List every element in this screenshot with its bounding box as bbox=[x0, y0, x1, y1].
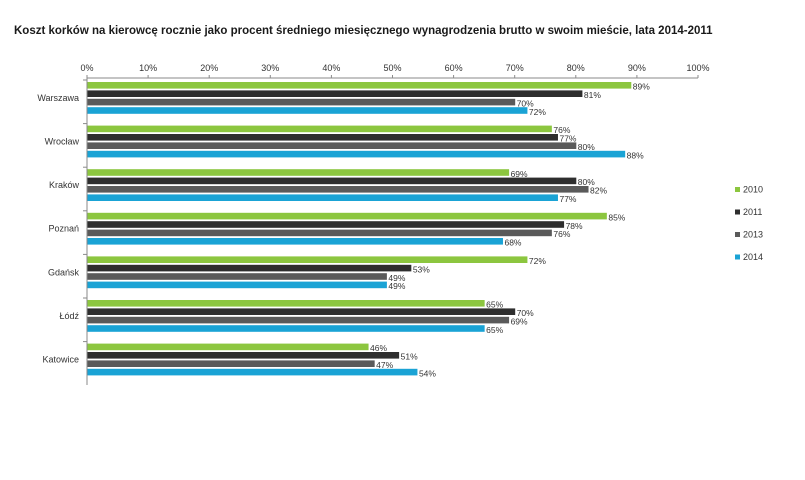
data-label: 80% bbox=[578, 177, 595, 187]
bar bbox=[87, 229, 552, 237]
x-tick-label: 40% bbox=[322, 63, 340, 73]
category-label: Łódź bbox=[59, 311, 79, 321]
bar bbox=[87, 343, 369, 351]
bar bbox=[87, 90, 583, 97]
data-label: 70% bbox=[517, 98, 534, 108]
x-tick-label: 0% bbox=[80, 63, 93, 73]
data-label: 65% bbox=[486, 325, 503, 335]
data-label: 49% bbox=[388, 273, 405, 283]
category-label: Kraków bbox=[49, 180, 80, 190]
data-label: 77% bbox=[559, 134, 576, 144]
bar bbox=[87, 325, 485, 332]
bar bbox=[87, 186, 589, 193]
x-tick-label: 90% bbox=[628, 63, 646, 73]
data-label: 78% bbox=[566, 221, 583, 231]
bar bbox=[87, 221, 565, 228]
x-axis: 0% 10% 20% 30% 40% 50% 60% 70% 80% 90% 100% bbox=[80, 63, 710, 385]
bar bbox=[87, 368, 418, 376]
legend: 2010 2011 2013 2014 bbox=[735, 185, 763, 262]
bar bbox=[87, 316, 510, 324]
x-tick-label: 20% bbox=[200, 63, 218, 73]
data-label: 72% bbox=[529, 107, 546, 117]
x-tick-label: 100% bbox=[686, 63, 709, 73]
chart-title: Koszt korków na kierowcę rocznie jako pr… bbox=[14, 25, 713, 37]
data-label: 81% bbox=[584, 90, 601, 100]
data-label: 69% bbox=[511, 316, 528, 326]
data-label: 49% bbox=[388, 281, 405, 291]
bar bbox=[87, 273, 387, 280]
legend-label: 2013 bbox=[743, 230, 763, 240]
data-label: 68% bbox=[504, 238, 521, 248]
data-label: 76% bbox=[553, 125, 570, 135]
bar bbox=[87, 281, 387, 289]
data-label: 85% bbox=[608, 212, 625, 222]
data-label: 77% bbox=[559, 194, 576, 204]
legend-swatch bbox=[735, 209, 740, 215]
bar bbox=[87, 256, 528, 263]
x-tick-label: 30% bbox=[261, 63, 279, 73]
data-label: 47% bbox=[376, 360, 393, 370]
data-label: 51% bbox=[401, 352, 418, 362]
x-tick-label: 50% bbox=[383, 63, 401, 73]
legend-label: 2011 bbox=[743, 207, 762, 217]
category-label: Warszawa bbox=[37, 93, 79, 103]
x-tick-label: 80% bbox=[567, 63, 585, 73]
bar bbox=[87, 300, 485, 307]
data-label: 46% bbox=[370, 343, 387, 353]
legend-swatch bbox=[735, 187, 740, 192]
category-label: Poznań bbox=[48, 224, 79, 234]
bar bbox=[87, 142, 577, 149]
data-label: 69% bbox=[511, 169, 528, 179]
x-tick-label: 70% bbox=[506, 63, 524, 73]
data-label: 54% bbox=[419, 368, 436, 378]
data-label: 80% bbox=[578, 142, 595, 152]
bar bbox=[87, 238, 503, 245]
bar bbox=[87, 360, 375, 367]
bar bbox=[87, 134, 558, 141]
legend-label: 2010 bbox=[743, 185, 763, 195]
data-label: 70% bbox=[517, 308, 534, 318]
category-label: Gdańsk bbox=[48, 267, 80, 277]
bar bbox=[87, 169, 510, 176]
legend-swatch bbox=[735, 254, 740, 260]
data-labels: 89%81%70%72%76%77%80%88%69%80%82%77%85%7… bbox=[370, 82, 650, 379]
bar bbox=[87, 352, 400, 359]
category-label: Wrocław bbox=[45, 137, 80, 147]
legend-label: 2014 bbox=[743, 252, 763, 262]
x-tick-label: 60% bbox=[445, 63, 463, 73]
data-label: 88% bbox=[627, 150, 644, 160]
category-axis: Warszawa Wrocław Kraków Poznań Gdańsk Łódź Kat… bbox=[37, 79, 87, 365]
x-tick-label: 10% bbox=[139, 63, 157, 73]
bar bbox=[87, 194, 558, 201]
bar bbox=[87, 177, 577, 185]
bar bbox=[87, 212, 607, 220]
data-label: 65% bbox=[486, 300, 503, 310]
bar bbox=[87, 125, 552, 133]
bar bbox=[87, 308, 516, 315]
bar bbox=[87, 107, 528, 114]
data-label: 72% bbox=[529, 256, 546, 266]
bar bbox=[87, 82, 632, 89]
data-label: 76% bbox=[553, 229, 570, 239]
data-label: 53% bbox=[413, 264, 430, 274]
bar bbox=[87, 150, 626, 158]
data-label: 89% bbox=[633, 82, 650, 92]
bars bbox=[87, 82, 632, 376]
category-label: Katowice bbox=[42, 355, 79, 365]
legend-swatch bbox=[735, 232, 740, 237]
bar bbox=[87, 264, 412, 272]
data-label: 82% bbox=[590, 186, 607, 196]
bar bbox=[87, 98, 516, 106]
